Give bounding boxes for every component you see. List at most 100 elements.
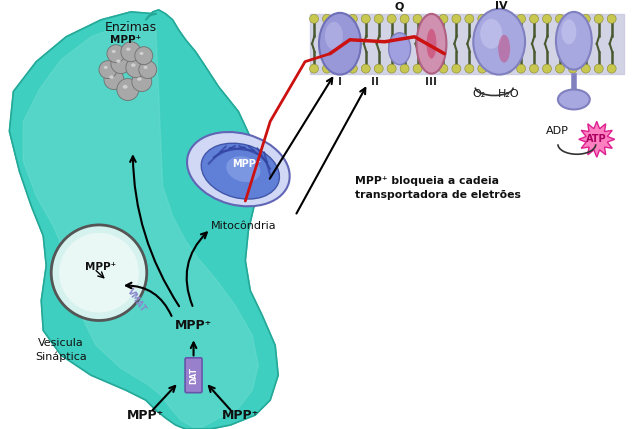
- Ellipse shape: [187, 132, 290, 206]
- Circle shape: [400, 64, 409, 73]
- Circle shape: [517, 14, 526, 23]
- Ellipse shape: [123, 85, 128, 89]
- Circle shape: [59, 233, 139, 312]
- Text: H₂O: H₂O: [498, 88, 520, 99]
- Circle shape: [452, 14, 461, 23]
- Circle shape: [607, 14, 616, 23]
- Circle shape: [361, 64, 370, 73]
- Circle shape: [568, 64, 577, 73]
- Polygon shape: [23, 24, 258, 427]
- Circle shape: [517, 64, 526, 73]
- Circle shape: [452, 64, 461, 73]
- Text: MPP⁺: MPP⁺: [175, 319, 212, 332]
- Circle shape: [426, 14, 435, 23]
- Ellipse shape: [417, 14, 446, 74]
- Text: ATP: ATP: [587, 134, 607, 144]
- Ellipse shape: [116, 59, 121, 63]
- Text: III: III: [425, 76, 438, 87]
- Ellipse shape: [144, 66, 147, 69]
- Ellipse shape: [325, 22, 343, 50]
- Ellipse shape: [140, 52, 144, 55]
- Ellipse shape: [498, 35, 510, 63]
- Polygon shape: [10, 10, 278, 429]
- Text: Enzimas: Enzimas: [105, 21, 157, 34]
- Ellipse shape: [480, 19, 502, 49]
- Circle shape: [556, 14, 565, 23]
- Circle shape: [607, 64, 616, 73]
- Circle shape: [349, 14, 358, 23]
- Circle shape: [465, 64, 474, 73]
- Circle shape: [323, 14, 331, 23]
- Text: MPP⁺: MPP⁺: [222, 408, 259, 422]
- Circle shape: [139, 60, 157, 79]
- Circle shape: [400, 14, 409, 23]
- Text: MPP⁺ bloqueia a cadeia
transportadora de eletrões: MPP⁺ bloqueia a cadeia transportadora de…: [355, 176, 521, 200]
- Circle shape: [374, 64, 383, 73]
- Circle shape: [135, 47, 153, 65]
- Circle shape: [387, 64, 396, 73]
- Circle shape: [530, 64, 538, 73]
- Circle shape: [439, 14, 448, 23]
- Text: VMAT: VMAT: [126, 287, 148, 314]
- Circle shape: [309, 14, 319, 23]
- Circle shape: [51, 225, 147, 320]
- Circle shape: [361, 14, 370, 23]
- Circle shape: [413, 14, 422, 23]
- Text: Vesicula
Sináptica: Vesicula Sináptica: [36, 338, 87, 363]
- Ellipse shape: [389, 33, 411, 65]
- Ellipse shape: [556, 12, 592, 69]
- Text: I: I: [338, 76, 342, 87]
- Ellipse shape: [319, 13, 361, 75]
- Text: II: II: [371, 76, 378, 87]
- Circle shape: [323, 64, 331, 73]
- Circle shape: [132, 72, 152, 91]
- Circle shape: [107, 45, 125, 63]
- Text: MPP⁺: MPP⁺: [110, 35, 142, 45]
- Text: Q: Q: [395, 2, 404, 12]
- Circle shape: [349, 64, 358, 73]
- Circle shape: [491, 64, 500, 73]
- Circle shape: [439, 64, 448, 73]
- Circle shape: [126, 57, 146, 78]
- Circle shape: [581, 64, 591, 73]
- Text: Mitocôndria: Mitocôndria: [211, 221, 276, 231]
- Text: DAT: DAT: [189, 367, 198, 384]
- Ellipse shape: [427, 29, 436, 59]
- Text: ADP: ADP: [545, 126, 568, 136]
- Polygon shape: [310, 14, 624, 74]
- Ellipse shape: [131, 63, 135, 67]
- Circle shape: [581, 14, 591, 23]
- Circle shape: [104, 69, 124, 90]
- Ellipse shape: [561, 19, 577, 44]
- Ellipse shape: [201, 143, 279, 199]
- Ellipse shape: [226, 156, 260, 182]
- Text: MPP⁺: MPP⁺: [127, 408, 164, 422]
- Polygon shape: [579, 121, 615, 157]
- Text: O₂: O₂: [472, 88, 486, 99]
- Circle shape: [465, 14, 474, 23]
- Circle shape: [491, 14, 500, 23]
- Ellipse shape: [473, 9, 525, 75]
- Circle shape: [542, 14, 551, 23]
- Circle shape: [309, 64, 319, 73]
- Circle shape: [387, 14, 396, 23]
- Circle shape: [556, 64, 565, 73]
- Circle shape: [335, 64, 344, 73]
- Ellipse shape: [112, 50, 116, 53]
- Circle shape: [530, 14, 538, 23]
- Circle shape: [594, 14, 603, 23]
- Circle shape: [99, 60, 117, 79]
- Text: IV: IV: [495, 1, 507, 11]
- Circle shape: [504, 14, 512, 23]
- Circle shape: [111, 54, 131, 74]
- Circle shape: [478, 64, 487, 73]
- Circle shape: [568, 14, 577, 23]
- Ellipse shape: [126, 48, 131, 51]
- Ellipse shape: [137, 77, 142, 81]
- Text: MPP⁺: MPP⁺: [86, 262, 117, 272]
- Text: MPP⁺: MPP⁺: [232, 159, 261, 169]
- Circle shape: [594, 64, 603, 73]
- Ellipse shape: [558, 90, 590, 109]
- Circle shape: [117, 79, 139, 100]
- Circle shape: [335, 14, 344, 23]
